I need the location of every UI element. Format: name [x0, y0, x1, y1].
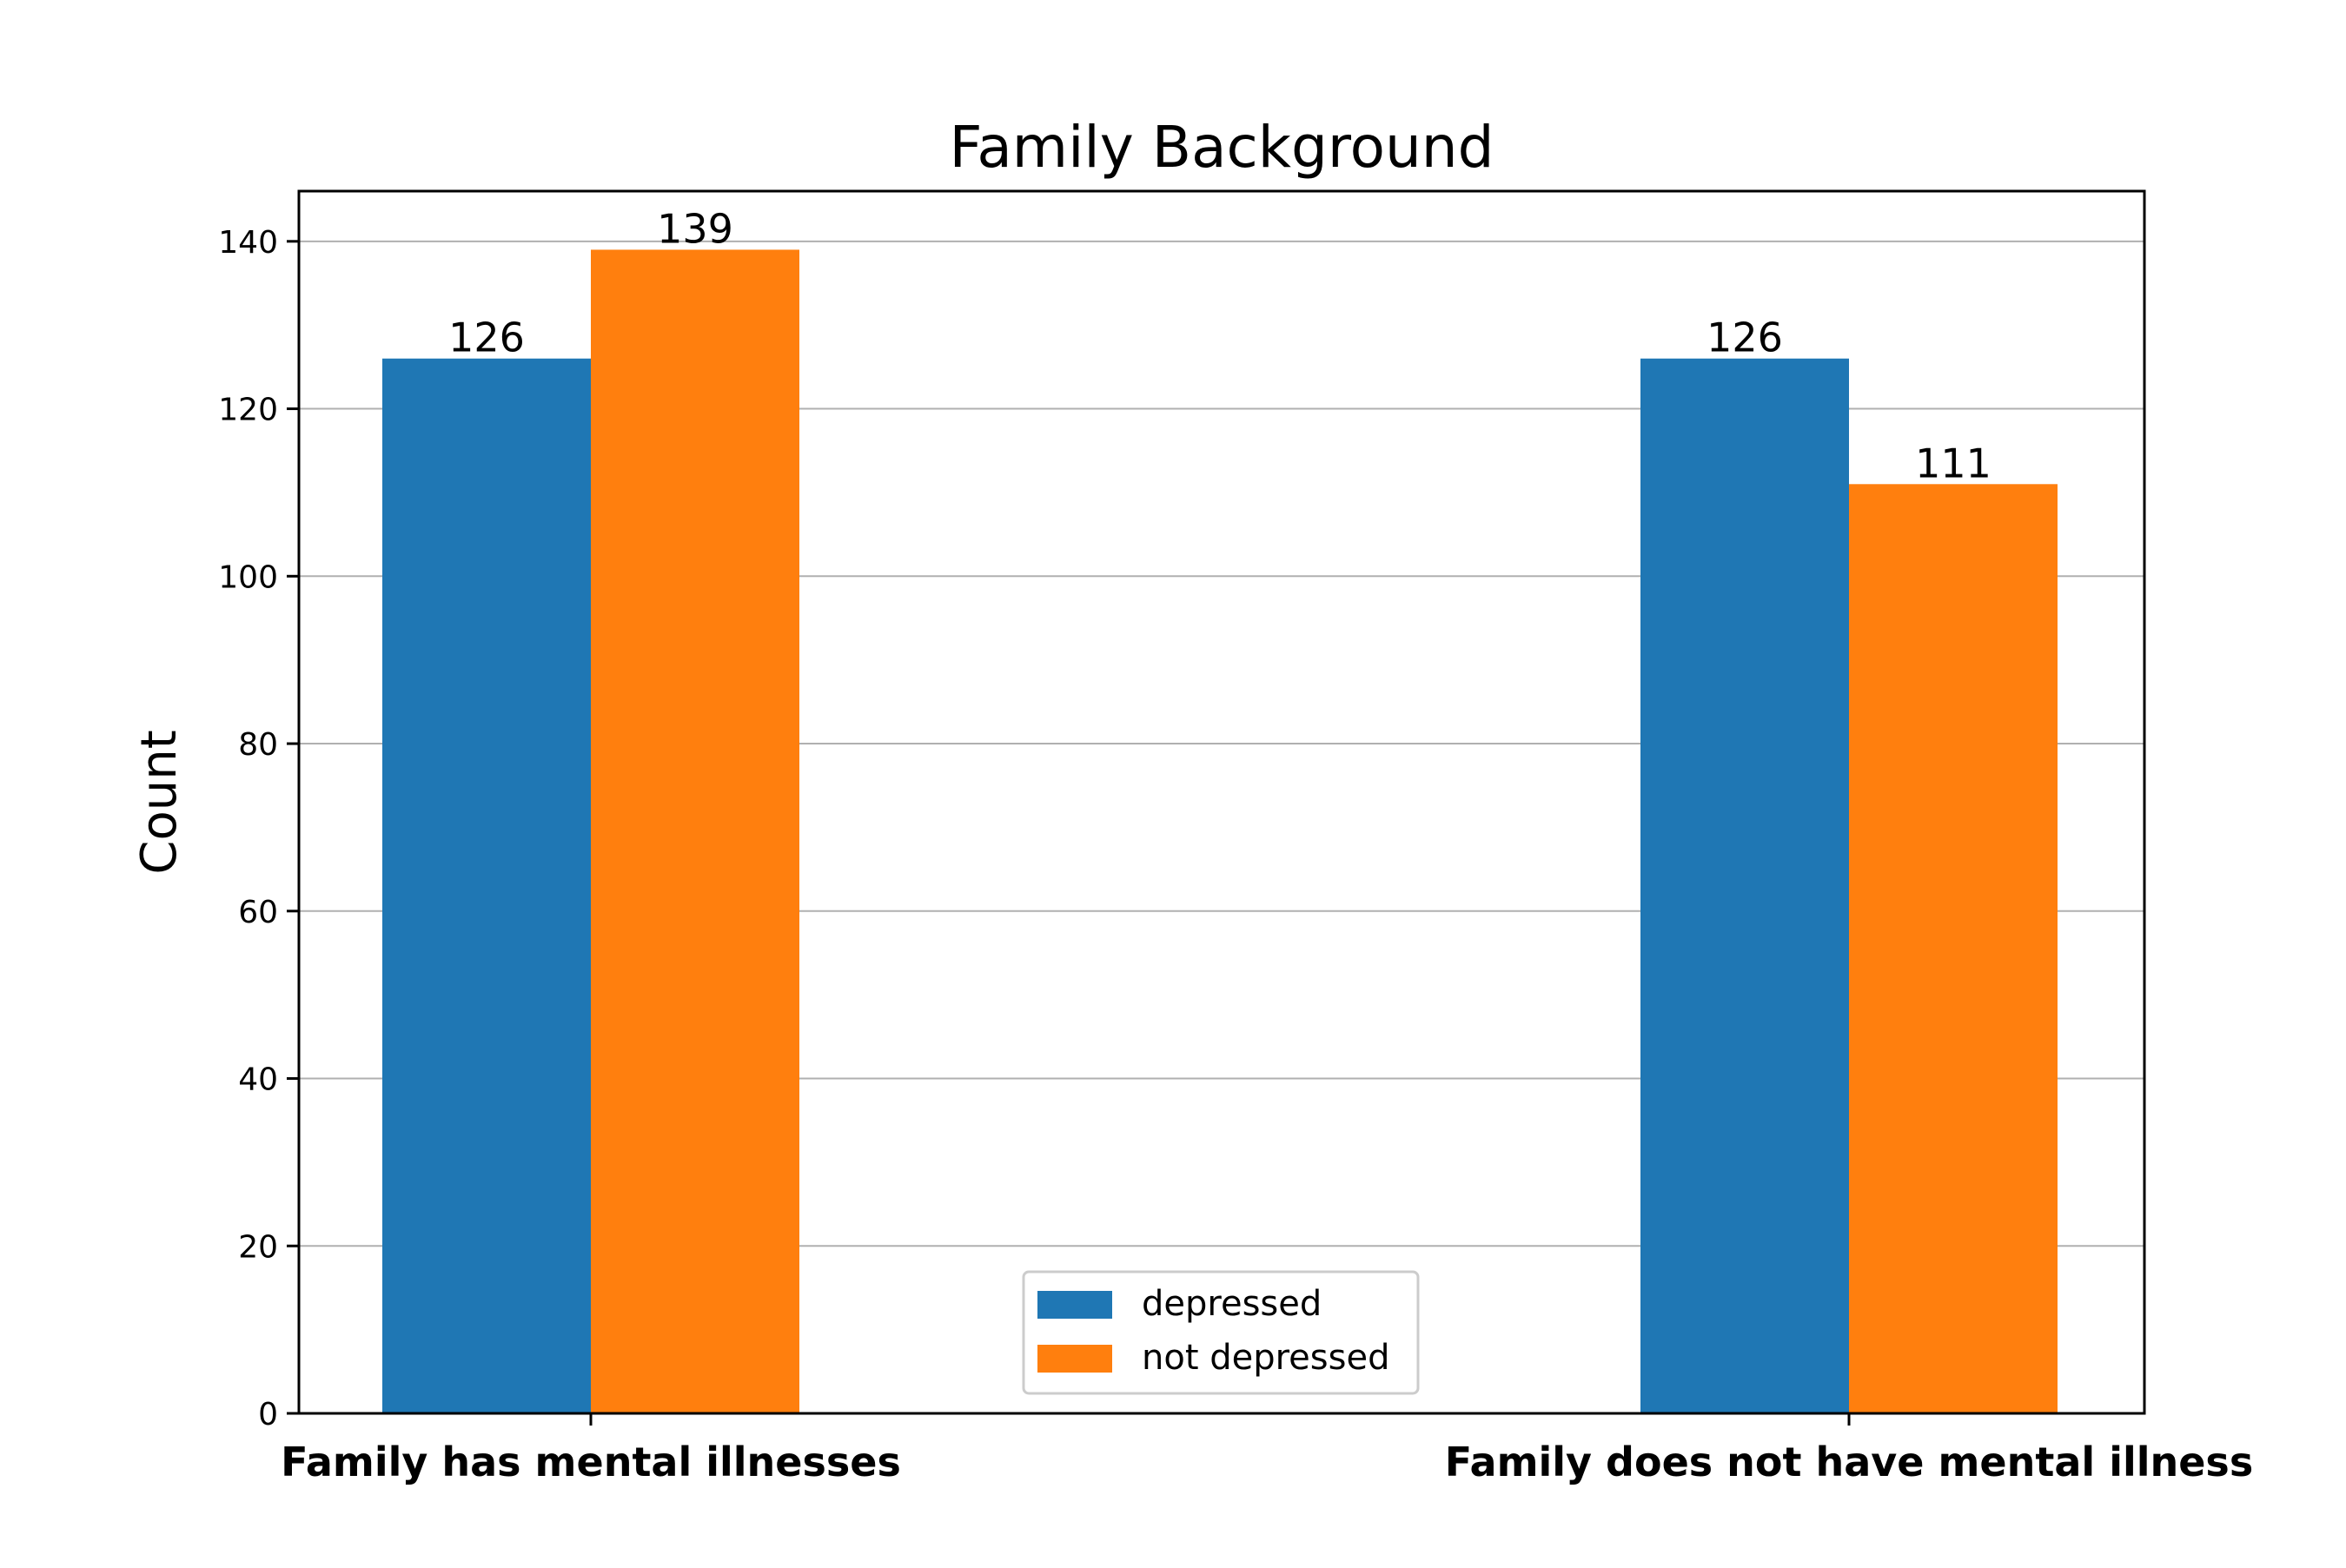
y-tick-label: 120: [218, 393, 278, 428]
y-tick-label: 40: [238, 1062, 278, 1098]
legend-swatch: [1037, 1345, 1112, 1373]
y-tick-label: 140: [218, 225, 278, 261]
y-tick-label: 20: [238, 1229, 278, 1265]
bar-value-label: 126: [1706, 314, 1783, 361]
bar: [591, 249, 799, 1414]
legend-label: not depressed: [1142, 1338, 1389, 1378]
legend-box: [1022, 1270, 1420, 1395]
x-tick-label: Family does not have mental illness: [1445, 1439, 2253, 1485]
data-labels: 126 139 126 111: [448, 205, 1991, 486]
bar: [1640, 358, 1849, 1413]
y-axis-label: Count: [131, 730, 188, 874]
legend-swatch: [1037, 1291, 1112, 1319]
chart-title: Family Background: [949, 114, 1494, 181]
axes: 0 20 40 60 80 100 120 140 Family has mental illn…: [218, 225, 2253, 1485]
y-tick-label: 80: [238, 727, 278, 763]
y-tick-label: 0: [258, 1397, 278, 1432]
bar: [1849, 484, 2058, 1414]
bar-value-label: 126: [448, 314, 525, 361]
legend-label: depressed: [1142, 1284, 1322, 1324]
bar-value-label: 111: [1915, 440, 1991, 486]
bars: [382, 249, 2058, 1414]
plot-frame: [297, 189, 2146, 1415]
bar-value-label: 139: [657, 205, 733, 252]
legend: depressed not depressed: [1022, 1270, 1420, 1395]
bar: [382, 358, 591, 1413]
x-tick-label: Family has mental illnesses: [281, 1439, 901, 1485]
y-tick-label: 60: [238, 895, 278, 930]
y-tick-label: 100: [218, 559, 278, 595]
